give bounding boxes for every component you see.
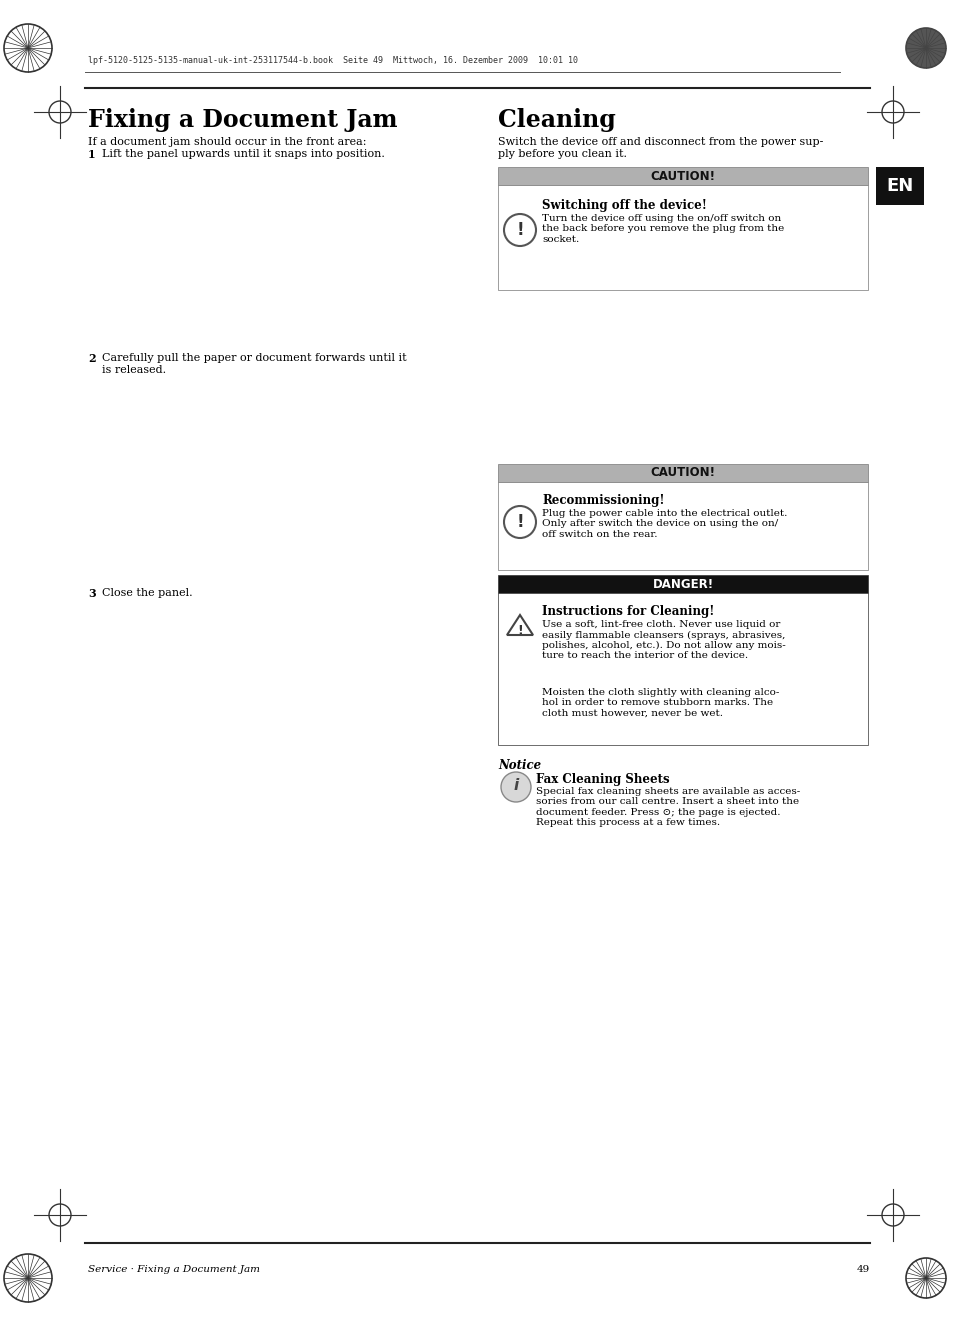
Text: 1: 1 [88, 149, 95, 161]
Text: DANGER!: DANGER! [652, 577, 713, 591]
Text: EN: EN [885, 176, 913, 195]
Text: Plug the power cable into the electrical outlet.
Only after switch the device on: Plug the power cable into the electrical… [541, 510, 786, 539]
Bar [108, 378, 437, 573]
Text: Lift the panel upwards until it snaps into position.: Lift the panel upwards until it snaps in… [102, 149, 384, 159]
Text: Cleaning: Cleaning [497, 107, 615, 131]
Text: Moisten the cloth slightly with cleaning alco-
hol in order to remove stubborn m: Moisten the cloth slightly with cleaning… [541, 687, 779, 718]
Text: Fax Cleaning Sheets: Fax Cleaning Sheets [536, 774, 669, 786]
Bar [108, 163, 437, 338]
Bar [497, 593, 867, 744]
Circle shape [905, 28, 945, 68]
Bar [875, 167, 923, 204]
Text: i: i [513, 779, 518, 794]
Text: Notice: Notice [497, 759, 540, 772]
Text: CAUTION!: CAUTION! [650, 170, 715, 183]
Bar [497, 167, 867, 184]
Text: Switching off the device!: Switching off the device! [541, 199, 706, 212]
Text: lpf-5120-5125-5135-manual-uk-int-253117544-b.book  Seite 49  Mittwoch, 16. Dezem: lpf-5120-5125-5135-manual-uk-int-2531175… [88, 56, 578, 65]
Bar [497, 464, 867, 482]
Text: Use a soft, lint-free cloth. Never use liquid or
easily flammable cleansers (spr: Use a soft, lint-free cloth. Never use l… [541, 620, 785, 661]
Text: If a document jam should occur in the front area:: If a document jam should occur in the fr… [88, 137, 366, 147]
Text: !: ! [517, 625, 522, 637]
Text: 3: 3 [88, 588, 95, 598]
Bar [108, 602, 437, 782]
Text: Special fax cleaning sheets are available as acces-
sories from our call centre.: Special fax cleaning sheets are availabl… [536, 787, 800, 827]
Text: 2: 2 [88, 353, 95, 364]
Bar [497, 482, 867, 571]
Circle shape [500, 772, 531, 802]
Text: Instructions for Cleaning!: Instructions for Cleaning! [541, 605, 714, 618]
Text: Switch the device off and disconnect from the power sup-
ply before you clean it: Switch the device off and disconnect fro… [497, 137, 822, 159]
Text: Close the panel.: Close the panel. [102, 588, 193, 598]
Bar [517, 303, 867, 453]
Text: CAUTION!: CAUTION! [650, 467, 715, 479]
Text: 49: 49 [856, 1265, 869, 1274]
Text: Recommissioning!: Recommissioning! [541, 494, 664, 507]
Text: !: ! [516, 222, 523, 239]
Text: Turn the device off using the on/off switch on
the back before you remove the pl: Turn the device off using the on/off swi… [541, 214, 783, 244]
Circle shape [503, 214, 536, 245]
Text: Fixing a Document Jam: Fixing a Document Jam [88, 107, 397, 131]
Text: Carefully pull the paper or document forwards until it
is released.: Carefully pull the paper or document for… [102, 353, 406, 374]
Circle shape [503, 506, 536, 537]
Bar [497, 575, 867, 593]
Text: Service · Fixing a Document Jam: Service · Fixing a Document Jam [88, 1265, 260, 1274]
Bar [497, 184, 867, 291]
Text: !: ! [516, 514, 523, 531]
